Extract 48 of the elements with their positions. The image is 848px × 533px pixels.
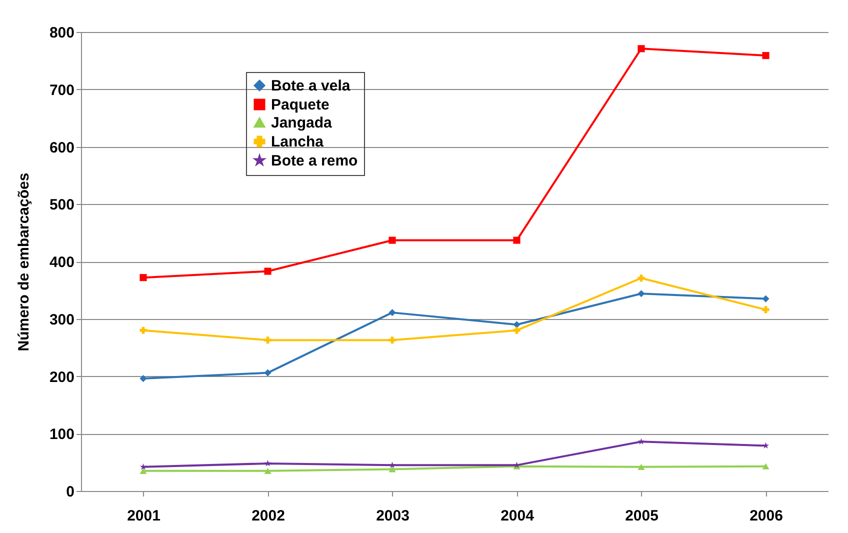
point (388, 462, 396, 468)
y-tick-label: 400 (49, 254, 74, 271)
point (388, 236, 396, 244)
point (388, 309, 396, 316)
y-tick-label: 800 (49, 24, 74, 42)
point (140, 463, 147, 470)
y-tick-label: 200 (49, 368, 74, 386)
point (264, 268, 272, 275)
point (140, 375, 147, 382)
x-tick-label: 2006 (750, 508, 783, 524)
point (762, 52, 770, 60)
legend-label: Paquete (271, 96, 330, 114)
x-tick-label: 2004 (500, 508, 535, 524)
point (264, 369, 272, 376)
y-tick-label: 500 (49, 196, 74, 214)
point (638, 464, 645, 470)
point (638, 274, 645, 282)
point (140, 326, 147, 334)
point (264, 336, 272, 344)
point (638, 290, 645, 298)
point (264, 468, 272, 474)
point (264, 460, 272, 466)
point (140, 274, 147, 282)
point (513, 326, 520, 334)
x-tick-label: 2003 (376, 508, 410, 524)
point (762, 295, 770, 302)
point (762, 442, 770, 449)
x-tick-label: 2002 (252, 508, 285, 524)
y-axis-title: Número de embarcações (15, 172, 32, 352)
x-tick-label: 2005 (625, 508, 658, 524)
y-tick-label: 300 (49, 311, 74, 328)
y-tick-label: 100 (49, 426, 74, 444)
point (388, 336, 396, 344)
y-tick-label: 700 (49, 82, 74, 99)
y-tick-label: 600 (49, 139, 74, 156)
legend-label: Jangada (271, 114, 333, 132)
point (140, 468, 147, 474)
legend-label: Lancha (271, 134, 324, 150)
legend-label: Bote a vela (271, 78, 351, 94)
legend-label: Bote a remo (271, 152, 358, 170)
point (513, 236, 520, 244)
point (762, 463, 770, 470)
x-tick-label: 2001 (127, 508, 160, 524)
y-tick-label: 0 (66, 484, 74, 500)
point (388, 466, 396, 472)
point (762, 306, 770, 314)
point (638, 438, 645, 445)
point (638, 45, 645, 52)
